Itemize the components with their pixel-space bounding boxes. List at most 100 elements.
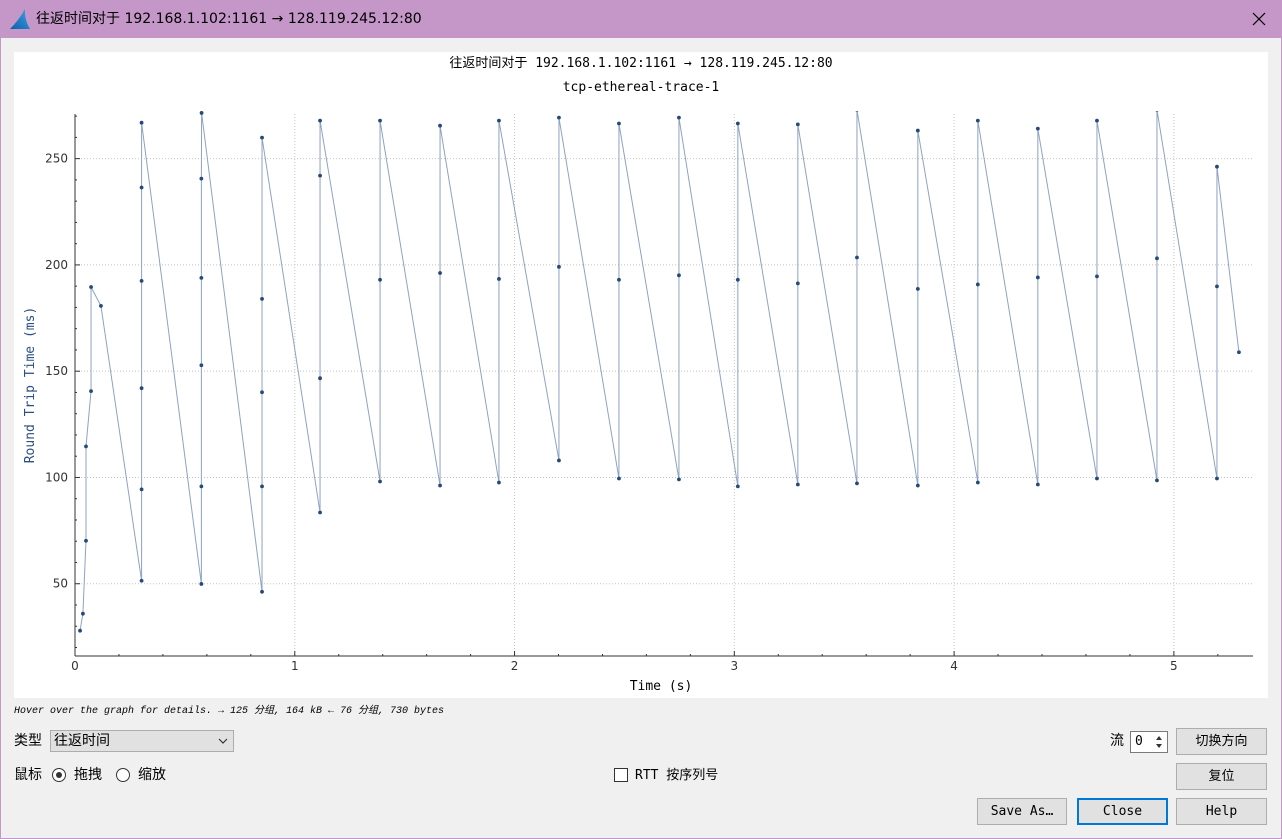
rtt-data-point [99, 304, 103, 308]
rtt-data-point [1215, 164, 1219, 169]
chevron-down-icon [218, 738, 228, 744]
rtt-data-point [975, 480, 980, 485]
rtt-data-point [81, 611, 85, 616]
zoom-radio-label[interactable]: 缩放 [138, 767, 166, 783]
mouse-label: 鼠标 [14, 767, 42, 783]
rtt-data-point [139, 278, 144, 283]
y-axis-label: Round Trip Time (ms) [23, 307, 38, 464]
rtt-data-point [915, 287, 920, 291]
rtt-data-point [199, 111, 204, 115]
y-tick-label: 100 [45, 470, 68, 484]
drag-radio[interactable] [52, 768, 66, 782]
rtt-data-point [677, 477, 681, 482]
rtt-data-point [795, 281, 800, 286]
switch-direction-button[interactable]: 切换方向 [1176, 728, 1267, 755]
rtt-data-point [497, 480, 501, 485]
rtt-data-point [260, 135, 264, 140]
rtt-data-point [199, 582, 204, 586]
drag-radio-label[interactable]: 拖拽 [74, 767, 102, 783]
reset-button[interactable]: 复位 [1176, 763, 1267, 790]
rtt-data-point [84, 444, 88, 449]
rtt-data-point [318, 376, 322, 381]
rtt-data-point [975, 282, 980, 287]
rtt-data-point [915, 483, 920, 488]
x-tick-label: 1 [291, 659, 299, 673]
rtt-data-point [438, 271, 442, 275]
rtt-data-point [557, 458, 561, 463]
rtt-data-point [318, 118, 322, 123]
rtt-data-point [1095, 274, 1099, 279]
rtt-data-point [84, 538, 88, 543]
rtt-data-point [617, 476, 621, 481]
rtt-data-point [260, 484, 264, 489]
help-button[interactable]: Help [1176, 798, 1267, 825]
type-label: 类型 [14, 733, 42, 749]
wireshark-fin-icon [10, 9, 30, 29]
x-tick-label: 4 [950, 659, 958, 673]
rtt-data-point [795, 482, 800, 487]
rtt-data-point [1215, 476, 1219, 481]
rtt-data-point [139, 487, 144, 492]
rtt-data-point [677, 273, 681, 278]
y-tick-label: 250 [45, 152, 68, 166]
rtt-data-point [318, 173, 322, 178]
chart-subtitle: tcp-ethereal-trace-1 [563, 80, 720, 95]
rtt-data-point [1155, 256, 1159, 261]
spin-arrows-icon[interactable] [1152, 733, 1166, 751]
rtt-data-point [1035, 275, 1040, 280]
x-tick-label: 0 [71, 659, 79, 673]
rtt-data-point [735, 277, 740, 282]
rtt-by-seq-label[interactable]: RTT 按序列号 [635, 768, 719, 783]
rtt-data-point [735, 484, 740, 489]
rtt-data-point [139, 185, 144, 190]
rtt-data-point [139, 386, 144, 391]
rtt-series-line [79, 111, 1240, 631]
rtt-data-point [199, 176, 204, 181]
grid-lines [74, 114, 1253, 656]
rtt-data-point [78, 628, 82, 633]
rtt-data-point [260, 589, 264, 594]
rtt-by-seq-checkbox[interactable] [614, 768, 628, 782]
chart-title: 往返时间对于 192.168.1.102:1161 → 128.119.245.… [449, 56, 832, 71]
stream-spinbox[interactable]: 0 [1130, 731, 1168, 753]
rtt-data-point [199, 363, 204, 368]
rtt-data-point [260, 297, 264, 301]
rtt-data-point [915, 128, 920, 133]
rtt-data-point [199, 275, 204, 280]
rtt-data-point [855, 255, 859, 260]
x-tick-label: 5 [1170, 659, 1178, 673]
rtt-data-point [1237, 350, 1241, 355]
rtt-data-point [1035, 482, 1040, 487]
rtt-data-point [199, 484, 204, 489]
stream-value: 0 [1135, 734, 1143, 749]
rtt-data-point [617, 121, 621, 126]
graph-type-select[interactable]: 往返时间 [50, 730, 234, 752]
window-title: 往返时间对于 192.168.1.102:1161 → 128.119.245.… [36, 11, 422, 27]
graph-hint-status: Hover over the graph for details. → 125 … [14, 706, 445, 717]
rtt-data-point [557, 264, 561, 269]
rtt-data-point [1095, 476, 1099, 481]
save-as-button[interactable]: Save As… [977, 798, 1067, 825]
rtt-data-point [497, 118, 501, 123]
axis-ticks: 0 1 2 3 4 5 50 100 150 200 250 [45, 115, 1219, 673]
y-tick-label: 150 [45, 364, 68, 378]
rtt-data-point [1095, 118, 1099, 123]
rtt-data-point [975, 118, 980, 123]
rtt-graph[interactable]: 往返时间对于 192.168.1.102:1161 → 128.119.245.… [14, 52, 1268, 698]
window-close-button[interactable] [1236, 0, 1282, 38]
rtt-data-point [855, 481, 859, 486]
rtt-data-point [677, 115, 681, 120]
rtt-data-point [378, 479, 382, 484]
y-tick-label: 200 [45, 258, 68, 272]
close-button[interactable]: Close [1077, 798, 1168, 825]
rtt-series [78, 111, 1241, 633]
rtt-data-point [139, 578, 144, 583]
rtt-data-point [378, 277, 382, 282]
rtt-data-point [557, 115, 561, 120]
rtt-data-point [497, 277, 501, 281]
title-bar: 往返时间对于 192.168.1.102:1161 → 128.119.245.… [0, 0, 1282, 38]
zoom-radio[interactable] [116, 768, 130, 782]
rtt-data-point [855, 111, 859, 112]
rtt-data-point [139, 120, 144, 125]
rtt-data-point [795, 122, 800, 127]
